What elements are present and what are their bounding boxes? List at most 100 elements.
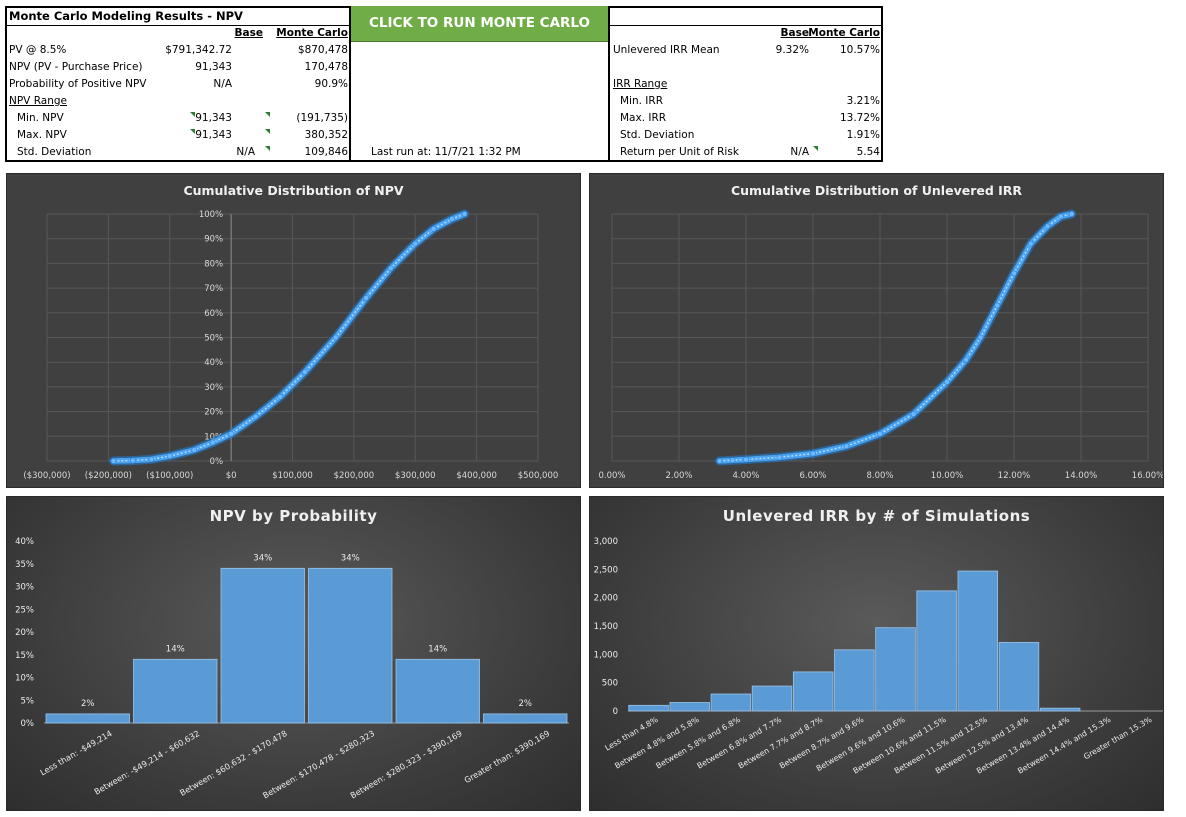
- bar: [834, 649, 875, 712]
- irr-results-table: Base Monte Carlo Unlevered IRR Mean 9.32…: [608, 6, 883, 162]
- row-mc-value: 1.91%: [846, 129, 880, 141]
- npv-probability-chart: 0% 5% 10% 15% 20% 25% 30% 35% 40% 2% Less than: -$…: [15, 537, 569, 800]
- section-label-npv-range: NPV Range: [9, 95, 67, 107]
- data-point: [301, 369, 308, 376]
- comment-marker-icon: [190, 112, 195, 117]
- category-label: Less than: -$49,214: [38, 728, 113, 777]
- data-point: [843, 443, 850, 450]
- x-tick-label: ($100,000): [146, 471, 193, 481]
- npv-probability-chart-panel[interactable]: NPV by Probability 0% 5% 10% 15% 20% 25% 30% 35…: [6, 496, 581, 811]
- y-tick-label: 0%: [21, 719, 35, 729]
- data-point: [1057, 213, 1064, 220]
- row-label: PV @ 8.5%: [9, 44, 67, 56]
- data-label: 34%: [253, 553, 272, 563]
- data-point: [110, 457, 117, 464]
- bar: [751, 685, 793, 712]
- data-point: [252, 413, 259, 420]
- chart-title: Cumulative Distribution of NPV: [183, 183, 404, 198]
- row-base-value: $791,342.72: [165, 44, 232, 56]
- data-point: [876, 430, 883, 437]
- x-tick-label: 2.00%: [665, 471, 692, 481]
- comment-marker-icon: [265, 146, 270, 151]
- title-divider: [7, 25, 349, 26]
- data-point: [228, 430, 235, 437]
- y-tick-label: 15%: [15, 651, 34, 661]
- data-label: 14%: [428, 644, 447, 654]
- run-monte-carlo-button[interactable]: CLICK TO RUN MONTE CARLO: [351, 6, 608, 42]
- col-header-base: Base: [234, 27, 263, 39]
- bar: [395, 658, 480, 724]
- x-tick-label: 14.00%: [1065, 471, 1097, 481]
- category-label: Greater than 15.3%: [1082, 715, 1153, 761]
- col-header-base: Base: [780, 27, 809, 39]
- y-tick-label: 30%: [15, 583, 34, 593]
- row-mc-value: 3.21%: [846, 95, 880, 107]
- x-tick-label: 8.00%: [866, 471, 893, 481]
- last-run-timestamp: Last run at: 11/7/21 1:32 PM: [371, 146, 521, 158]
- row-mc-value: 90.9%: [314, 78, 348, 90]
- y-tick-label: 40%: [15, 537, 34, 547]
- data-point: [387, 265, 394, 272]
- row-label: Std. Deviation: [620, 129, 695, 141]
- y-tick-label: 90%: [204, 235, 223, 245]
- row-label: Std. Deviation: [17, 146, 92, 158]
- y-tick-label: 100%: [199, 210, 223, 220]
- row-base-value: N/A: [236, 146, 255, 158]
- bar: [998, 642, 1040, 712]
- x-tick-label: $300,000: [395, 471, 436, 481]
- x-tick-label: 0.00%: [598, 471, 625, 481]
- x-tick-label: 10.00%: [931, 471, 963, 481]
- bar: [483, 713, 568, 724]
- row-base-value: 91,343: [195, 112, 232, 124]
- y-tick-label: 35%: [15, 560, 34, 570]
- irr-simulations-chart-panel[interactable]: Unlevered IRR by # of Simulations 0 500 1,…: [589, 496, 1164, 811]
- x-tick-label: 6.00%: [799, 471, 826, 481]
- data-label: 34%: [341, 553, 360, 563]
- y-tick-label: 80%: [204, 259, 223, 269]
- data-point: [332, 334, 339, 341]
- data-point: [1010, 270, 1017, 277]
- data-point: [412, 240, 419, 247]
- data-label: 14%: [166, 644, 185, 654]
- bar: [957, 570, 999, 712]
- title-divider: [610, 25, 881, 26]
- data-point: [776, 454, 783, 461]
- data-point: [943, 378, 950, 385]
- x-tick-label: 4.00%: [732, 471, 759, 481]
- comment-marker-icon: [265, 112, 270, 117]
- y-tick-label: 40%: [204, 358, 223, 368]
- y-tick-label: 20%: [15, 628, 34, 638]
- data-point: [277, 393, 284, 400]
- y-tick-label: 50%: [204, 334, 223, 344]
- y-tick-label: 2,500: [594, 565, 618, 575]
- row-base-value: N/A: [213, 78, 232, 90]
- x-tick-label: 12.00%: [998, 471, 1030, 481]
- x-tick-label: $100,000: [272, 471, 313, 481]
- row-label: Probability of Positive NPV: [9, 78, 147, 90]
- data-point: [742, 456, 749, 463]
- comment-marker-icon: [190, 129, 195, 134]
- data-point: [430, 225, 437, 232]
- row-label: Min. IRR: [620, 95, 663, 107]
- data-point: [363, 294, 370, 301]
- row-base-value: 91,343: [195, 61, 232, 73]
- x-tick-label: $0: [226, 471, 237, 481]
- irr-cdf-chart-panel[interactable]: Cumulative Distribution of Unlevered IRR…: [589, 173, 1164, 488]
- bar: [792, 671, 834, 712]
- bar: [220, 567, 305, 724]
- data-point: [977, 334, 984, 341]
- row-label: Max. IRR: [620, 112, 667, 124]
- data-point: [129, 457, 136, 464]
- comment-marker-icon: [265, 129, 270, 134]
- y-tick-label: 5%: [21, 696, 35, 706]
- irr-cdf-chart: 0.00% 2.00% 4.00% 6.00% 8.00% 10.00% 12.00% 14.…: [598, 209, 1163, 481]
- row-base-value: 9.32%: [775, 44, 809, 56]
- npv-cdf-chart-panel[interactable]: Cumulative Distribution of NPV ($300,000…: [6, 173, 581, 488]
- col-header-monte-carlo: Monte Carlo: [276, 27, 348, 39]
- data-point: [1027, 240, 1034, 247]
- npv-cdf-chart: ($300,000) ($200,000) ($100,000) $0 $100,000…: [23, 209, 558, 481]
- row-label: Return per Unit of Risk: [620, 146, 739, 158]
- y-tick-label: 1,000: [594, 650, 618, 660]
- middle-block: [351, 41, 609, 162]
- chart-title: NPV by Probability: [209, 507, 378, 525]
